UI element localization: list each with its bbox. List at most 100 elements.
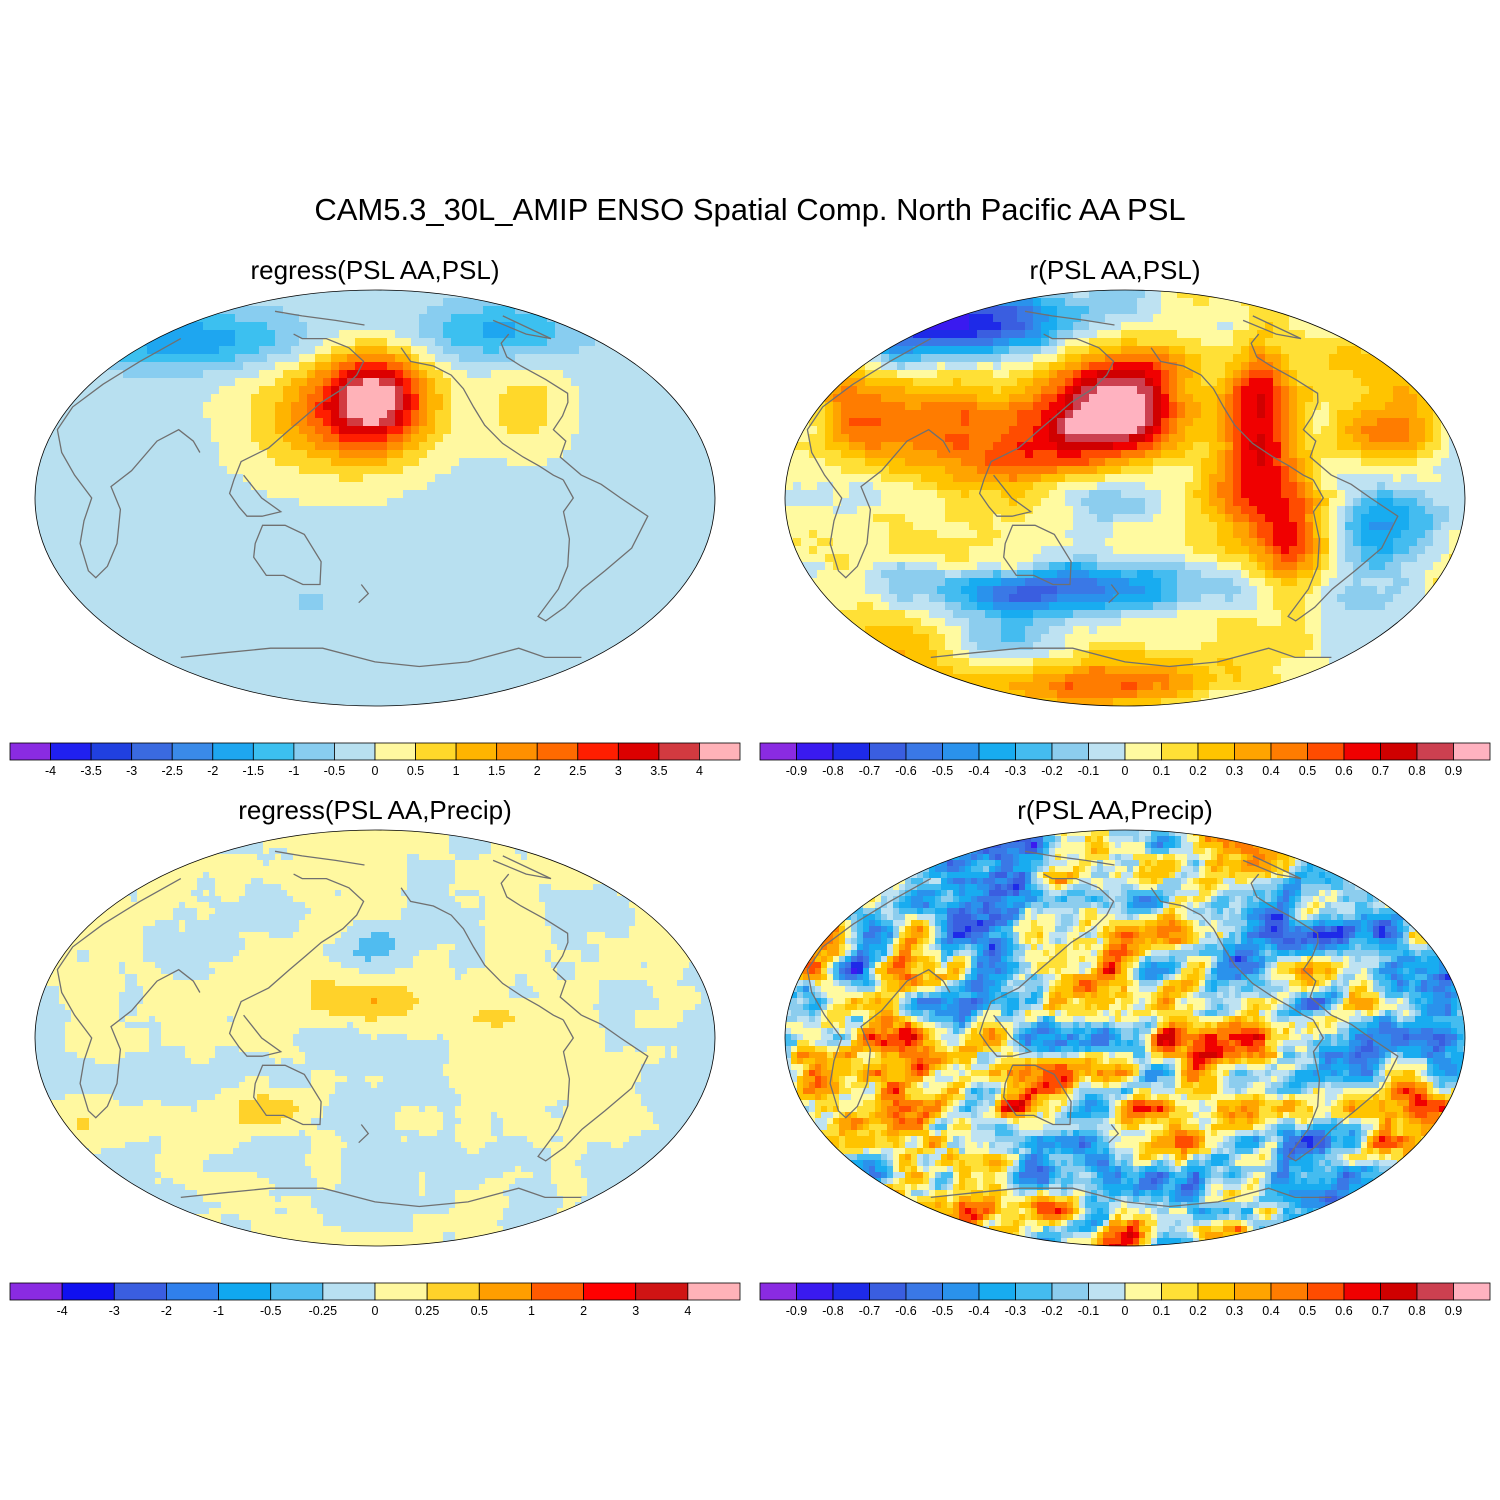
colorbar-box [1343, 742, 1381, 761]
colorbar-box [1124, 1282, 1162, 1301]
colorbar-tick-label: 0.25 [415, 1304, 439, 1318]
panel-psl-correlation: r(PSL AA,PSL) -0.9 -0.8 -0.7 -0.6 -0.5 -0.4 -0… [750, 250, 1500, 790]
figure-title: CAM5.3_30L_AMIP ENSO Spatial Comp. North… [0, 192, 1500, 228]
colorbar-box [869, 742, 907, 761]
colorbar-tick-label: -0.7 [859, 764, 881, 778]
colorbar-box [1380, 742, 1418, 761]
colorbar-box [1270, 1282, 1308, 1301]
colorbar-precip-regression: -4 -3 -2 -1 -0.5 -0.25 0 0.25 0.5 1 2 3 4 [9, 1282, 741, 1318]
panel-precip-regression: regress(PSL AA,Precip) [0, 790, 750, 1330]
colorbar: -0.9 -0.8 -0.7 -0.6 -0.5 -0.4 -0.3 -0.2 -0.1 0 0.1… [759, 742, 1491, 778]
contour-fill [785, 290, 1465, 706]
colorbar-box [978, 1282, 1016, 1301]
colorbar-tick-label: 0.1 [1153, 1304, 1170, 1318]
colorbar-box [1343, 1282, 1381, 1301]
colorbar-box [61, 1282, 115, 1301]
colorbar-box [1307, 742, 1345, 761]
colorbar-box [426, 1282, 480, 1301]
panel-title: regress(PSL AA,Precip) [0, 795, 750, 826]
colorbar-box [658, 742, 700, 761]
colorbar-box [166, 1282, 219, 1301]
coastlines [806, 310, 1399, 668]
colorbar-tick-label: -1 [288, 764, 299, 778]
colorbar-tick-label: 2 [534, 764, 541, 778]
colorbar-tick-label: 1.5 [488, 764, 505, 778]
colorbar-tick-label: -0.4 [968, 764, 990, 778]
colorbar-tick-label: -0.2 [1041, 1304, 1063, 1318]
colorbar-tick-label: 0.7 [1372, 1304, 1389, 1318]
colorbar-tick-label: 0.1 [1153, 764, 1170, 778]
colorbar-box [796, 1282, 834, 1301]
colorbar-box [1380, 1282, 1418, 1301]
colorbar-box [759, 742, 797, 761]
colorbar-tick-label: -1 [213, 1304, 224, 1318]
panel-title: regress(PSL AA,PSL) [0, 255, 750, 286]
colorbar-tick-label: 3.5 [650, 764, 667, 778]
colorbar-box [635, 1282, 689, 1301]
colorbar-box [759, 1282, 797, 1301]
colorbar-box [1453, 742, 1491, 761]
colorbar-box [796, 742, 834, 761]
colorbar-box [455, 742, 498, 761]
colorbar-box [1088, 742, 1126, 761]
colorbar-box [617, 742, 660, 761]
colorbar-tick-label: 0.4 [1262, 764, 1279, 778]
colorbar-box [942, 1282, 980, 1301]
colorbar-tick-label: -3 [126, 764, 137, 778]
colorbar-box [1124, 742, 1162, 761]
colorbar-box [978, 742, 1016, 761]
colorbar-tick-label: -0.7 [859, 1304, 881, 1318]
colorbar-box [131, 742, 173, 761]
map-outline [34, 829, 716, 1247]
colorbar-box [1197, 1282, 1235, 1301]
colorbar-box [1307, 1282, 1345, 1301]
colorbar-tick-label: 0 [372, 764, 379, 778]
colorbar-tick-label: 0.6 [1335, 764, 1352, 778]
colorbar-tick-label: 2.5 [569, 764, 586, 778]
colorbar-tick-label: -0.5 [932, 1304, 954, 1318]
colorbar-tick-label: 0.9 [1445, 1304, 1462, 1318]
colorbar-tick-label: 3 [615, 764, 622, 778]
globe-map [784, 289, 1466, 707]
colorbar-box [1197, 742, 1235, 761]
colorbar-box [218, 1282, 272, 1301]
colorbar-tick-label: -2.5 [161, 764, 183, 778]
colorbar-tick-label: -0.25 [309, 1304, 338, 1318]
colorbar-box [1161, 742, 1199, 761]
colorbar-tick-label: -3.5 [80, 764, 102, 778]
colorbar-box [832, 742, 870, 761]
colorbar-tick-label: -0.1 [1078, 1304, 1100, 1318]
colorbar-box [1015, 742, 1053, 761]
colorbar-box [687, 1282, 741, 1301]
colorbar-tick-label: 0 [1122, 1304, 1129, 1318]
colorbar-box [171, 742, 214, 761]
contour-fill [785, 830, 1465, 1246]
colorbar-box [496, 742, 538, 761]
colorbar-tick-label: -2 [161, 1304, 172, 1318]
colorbar-precip-correlation: -0.9 -0.8 -0.7 -0.6 -0.5 -0.4 -0.3 -0.2 -0.1 0 0.1… [759, 1282, 1491, 1318]
colorbar-tick-label: 0.9 [1445, 764, 1462, 778]
panel-title: r(PSL AA,Precip) [740, 795, 1490, 826]
colorbar-tick-label: 0 [1122, 764, 1129, 778]
contour-fill [35, 290, 715, 706]
colorbar-tick-label: 1 [453, 764, 460, 778]
colorbar-box [699, 742, 741, 761]
colorbar-box [1234, 1282, 1272, 1301]
globe-map [784, 829, 1466, 1247]
colorbar-box [270, 1282, 324, 1301]
colorbar-box [9, 742, 51, 761]
colorbar-tick-label: -0.5 [932, 764, 954, 778]
colorbar-tick-label: 4 [696, 764, 703, 778]
colorbar-tick-label: 0.8 [1408, 1304, 1425, 1318]
panel-title: r(PSL AA,PSL) [740, 255, 1490, 286]
colorbar-tick-label: 0.4 [1262, 1304, 1279, 1318]
colorbar-box [212, 742, 254, 761]
colorbar-tick-label: -3 [109, 1304, 120, 1318]
colorbar-box [536, 742, 579, 761]
colorbar-tick-label: 0.6 [1335, 1304, 1352, 1318]
colorbar-tick-label: -0.6 [895, 764, 917, 778]
colorbar-box [1088, 1282, 1126, 1301]
colorbar-tick-label: 0.5 [1299, 1304, 1316, 1318]
colorbar-tick-label: -0.8 [822, 764, 844, 778]
colorbar-box [374, 742, 416, 761]
